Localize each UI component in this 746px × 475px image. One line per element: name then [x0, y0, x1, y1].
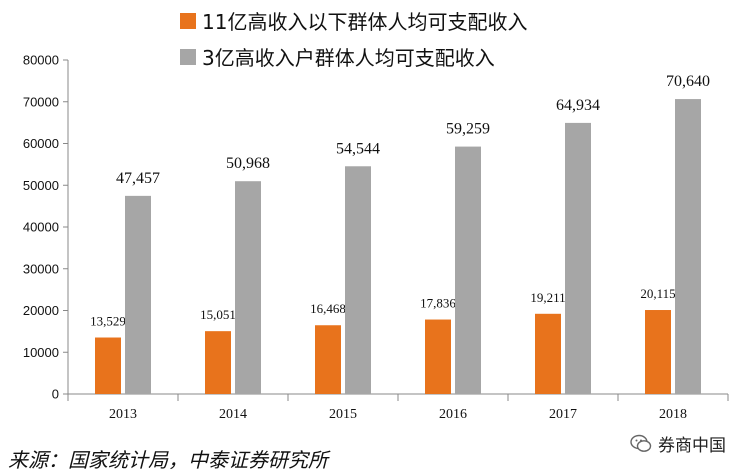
bar-high-income: [345, 166, 371, 394]
x-tick-label: 2016: [439, 407, 467, 422]
y-tick-label: 80000: [23, 53, 59, 68]
y-tick-label: 0: [52, 387, 59, 402]
y-tick-label: 20000: [23, 303, 59, 318]
bar-high-income: [455, 146, 481, 394]
data-label-low-income: 15,051: [200, 307, 236, 322]
watermark-text: 券商中国: [658, 436, 726, 456]
watermark: 券商中国: [630, 431, 726, 456]
legend-item-high-income: 3亿高收入户群体人均可支配收入: [180, 42, 495, 71]
x-tick-label: 2015: [329, 407, 357, 422]
data-label-low-income: 13,529: [90, 314, 126, 329]
bar-low-income: [425, 319, 451, 394]
data-label-high-income: 50,968: [226, 155, 270, 172]
legend-item-low-income: 11亿高收入以下群体人均可支配收入: [180, 6, 527, 35]
legend-swatch-gray: [180, 48, 196, 65]
data-label-high-income: 64,934: [556, 97, 600, 114]
bar-low-income: [535, 313, 561, 394]
x-tick-label: 2017: [549, 407, 577, 422]
bar-high-income: [235, 181, 261, 394]
data-label-low-income: 19,211: [530, 290, 565, 305]
x-tick-label: 2013: [109, 407, 137, 422]
data-label-high-income: 59,259: [446, 121, 490, 138]
legend-swatch-orange: [180, 12, 196, 29]
bar-low-income: [315, 325, 341, 394]
bar-high-income: [675, 99, 701, 394]
y-tick-label: 60000: [23, 136, 59, 151]
bar-low-income: [645, 310, 671, 394]
data-label-low-income: 16,468: [310, 301, 346, 316]
bar-low-income: [95, 337, 121, 394]
bar-low-income: [205, 331, 231, 394]
bar-high-income: [565, 122, 591, 395]
data-label-high-income: 47,457: [116, 170, 160, 187]
y-tick-label: 10000: [23, 345, 59, 360]
data-label-high-income: 54,544: [336, 140, 380, 157]
x-tick-label: 2018: [659, 407, 687, 422]
bar-high-income: [125, 195, 151, 394]
source-note: 来源：国家统计局，中泰证券研究所: [8, 448, 328, 472]
y-tick-label: 40000: [23, 220, 59, 235]
legend-label-low-income: 11亿高收入以下群体人均可支配收入: [202, 10, 528, 34]
y-tick-label: 70000: [23, 94, 59, 109]
y-tick-label: 50000: [23, 178, 59, 193]
data-label-low-income: 17,836: [420, 296, 456, 311]
y-tick-label: 30000: [23, 261, 59, 276]
data-label-low-income: 20,115: [640, 286, 675, 301]
data-label-high-income: 70,640: [666, 73, 710, 90]
x-tick-label: 2014: [219, 407, 247, 422]
legend-label-high-income: 3亿高收入户群体人均可支配收入: [202, 46, 495, 70]
wechat-icon: [630, 434, 652, 452]
